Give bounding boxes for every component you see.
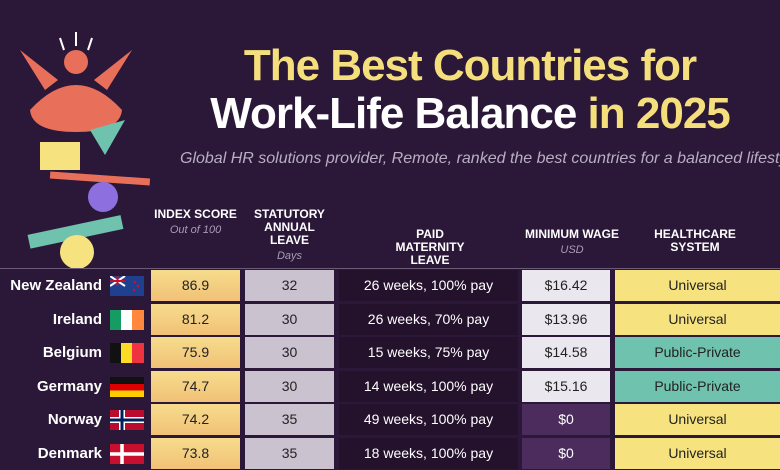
minimum-wage: $0 bbox=[522, 437, 610, 469]
column-header: Statutory Annual Leave Days bbox=[245, 208, 334, 263]
row: Germany 74.7 30 14 weeks, 100% pay $15.16 Pu… bbox=[0, 370, 780, 404]
column-header: Index Score Out of 100 bbox=[151, 208, 240, 237]
minimum-wage: $14.58 bbox=[522, 337, 610, 368]
subtitle: Global HR solutions provider, Remote, ra… bbox=[180, 150, 780, 167]
healthcare: Public-Private bbox=[615, 370, 780, 402]
title-part: Work-Life Balance bbox=[210, 89, 577, 138]
country: New Zealand bbox=[10, 277, 102, 294]
maternity-leave: 26 weeks, 70% pay bbox=[339, 303, 518, 335]
header-unit: Days bbox=[276, 250, 303, 262]
healthcare: Universal bbox=[615, 303, 780, 335]
row: Belgium 75.9 30 15 weeks, 75% pay $14.58 Pub… bbox=[0, 336, 780, 370]
header-label: Minimum Wage bbox=[525, 227, 619, 241]
maternity-leave: 14 weeks, 100% pay bbox=[339, 370, 518, 402]
minimum-wage: $16.42 bbox=[522, 270, 610, 301]
maternity-leave: 49 weeks, 100% pay bbox=[339, 404, 518, 435]
illustration bbox=[20, 32, 151, 269]
healthcare: Universal bbox=[615, 404, 780, 435]
column-header: Minimum Wage USD bbox=[522, 228, 622, 257]
flag bbox=[110, 443, 144, 464]
maternity-leave: 18 weeks, 100% pay bbox=[339, 437, 518, 469]
title-year: in 2025 bbox=[587, 89, 731, 138]
flag bbox=[110, 343, 144, 363]
maternity-leave: 26 weeks, 100% pay bbox=[339, 270, 518, 301]
country: Norway bbox=[47, 411, 102, 428]
row: New Zealand 86.9 32 26 weeks, 100% pay $16.… bbox=[0, 269, 780, 303]
annual-leave: 30 bbox=[245, 370, 334, 402]
flag bbox=[110, 376, 144, 397]
header-label: Healthcare System bbox=[654, 227, 736, 254]
country: Denmark bbox=[37, 444, 102, 462]
annual-leave: 30 bbox=[245, 337, 334, 368]
minimum-wage: $13.96 bbox=[522, 303, 610, 335]
header-label: Statutory Annual Leave bbox=[254, 207, 325, 247]
country: Germany bbox=[36, 377, 102, 395]
flag bbox=[110, 276, 144, 296]
annual-leave: 35 bbox=[245, 404, 334, 435]
row: Ireland 81.2 30 26 weeks, 70% pay $13.96 Uni… bbox=[0, 303, 780, 337]
annual-leave: 35 bbox=[245, 437, 334, 469]
column-header: Paid Maternity Leave bbox=[380, 228, 480, 267]
annual-leave: 32 bbox=[245, 270, 334, 301]
row: Denmark 73.8 35 18 weeks, 100% pay $0 Univer… bbox=[0, 437, 780, 470]
header-unit: USD bbox=[560, 244, 584, 256]
minimum-wage: $15.16 bbox=[522, 370, 610, 402]
healthcare: Public-Private bbox=[615, 337, 780, 368]
annual-leave: 30 bbox=[245, 303, 334, 335]
header-unit: Out of 100 bbox=[169, 224, 222, 236]
table: New Zealand 86.9 32 26 weeks, 100% pay $16.… bbox=[0, 268, 780, 470]
title: Work-Life Balance in 2025 bbox=[160, 90, 780, 138]
flag bbox=[110, 309, 144, 330]
header-label: Index Score bbox=[154, 207, 237, 221]
column-header: Healthcare System bbox=[650, 228, 740, 254]
country: Belgium bbox=[42, 344, 102, 361]
maternity-leave: 15 weeks, 75% pay bbox=[339, 337, 518, 368]
minimum-wage: $0 bbox=[522, 404, 610, 435]
index-score: 86.9 bbox=[151, 270, 240, 301]
header-label: Paid Maternity Leave bbox=[395, 227, 465, 267]
index-score: 74.2 bbox=[151, 404, 240, 435]
country: Ireland bbox=[52, 310, 102, 328]
healthcare: Universal bbox=[615, 270, 780, 301]
index-score: 74.7 bbox=[151, 370, 240, 402]
index-score: 75.9 bbox=[151, 337, 240, 368]
title: The Best Countries for bbox=[243, 41, 697, 90]
row: Norway 74.2 35 49 weeks, 100% pay $0 Univers… bbox=[0, 403, 780, 437]
index-score: 73.8 bbox=[151, 437, 240, 469]
flag bbox=[110, 410, 144, 430]
index-score: 81.2 bbox=[151, 303, 240, 335]
healthcare: Universal bbox=[615, 437, 780, 469]
